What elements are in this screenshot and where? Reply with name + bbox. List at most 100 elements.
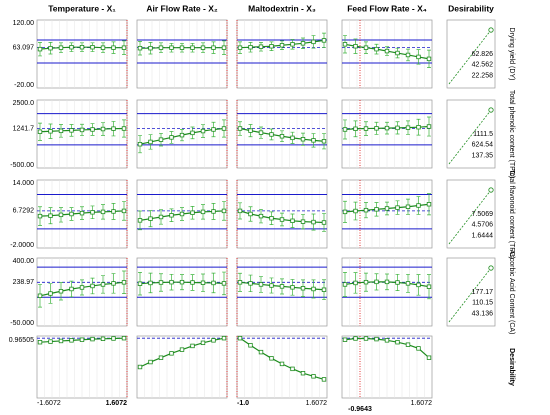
point-marker bbox=[148, 216, 153, 221]
point-marker bbox=[179, 279, 185, 285]
point-marker bbox=[269, 283, 274, 288]
y-tick-label: -500.00 bbox=[10, 162, 34, 169]
point-marker bbox=[121, 45, 127, 50]
point-marker bbox=[384, 338, 390, 343]
point-marker bbox=[321, 139, 327, 144]
point-marker bbox=[237, 335, 243, 341]
x-tick-label: -0.9643 bbox=[348, 406, 372, 413]
point-marker bbox=[426, 56, 432, 62]
point-marker bbox=[100, 336, 106, 341]
point-marker bbox=[290, 135, 295, 141]
point-marker bbox=[248, 211, 253, 217]
point-marker bbox=[37, 339, 43, 345]
point-marker bbox=[300, 219, 306, 224]
point-marker bbox=[158, 355, 164, 360]
point-marker bbox=[311, 39, 316, 45]
point-marker bbox=[353, 208, 358, 214]
desirability-marker bbox=[488, 107, 494, 113]
point-marker bbox=[148, 45, 153, 51]
point-marker bbox=[37, 213, 43, 219]
point-marker bbox=[48, 45, 53, 51]
point-marker bbox=[48, 213, 53, 218]
point-marker bbox=[69, 45, 74, 50]
point-marker bbox=[321, 287, 327, 292]
point-marker bbox=[374, 207, 379, 212]
point-marker bbox=[416, 54, 421, 60]
point-marker bbox=[69, 338, 74, 343]
point-marker bbox=[248, 281, 253, 286]
point-marker bbox=[426, 284, 432, 289]
point-marker bbox=[137, 281, 143, 286]
point-marker bbox=[158, 280, 164, 285]
point-marker bbox=[148, 359, 153, 365]
point-marker bbox=[374, 279, 379, 285]
point-marker bbox=[248, 45, 253, 50]
point-marker bbox=[111, 336, 116, 341]
point-marker bbox=[279, 134, 285, 139]
point-marker bbox=[342, 42, 348, 47]
point-marker bbox=[311, 286, 316, 292]
point-marker bbox=[221, 126, 227, 131]
point-marker bbox=[211, 45, 216, 50]
desirability-tick-label: 62.826 bbox=[472, 51, 494, 58]
point-marker bbox=[111, 126, 116, 131]
column-header: Maltodextrin - X₃ bbox=[248, 3, 316, 13]
point-marker bbox=[58, 289, 64, 294]
point-marker bbox=[90, 45, 95, 50]
point-marker bbox=[321, 377, 327, 382]
point-marker bbox=[395, 125, 400, 131]
column-header: Desirability bbox=[448, 3, 494, 13]
point-marker bbox=[374, 126, 379, 131]
point-marker bbox=[311, 138, 316, 143]
point-marker bbox=[221, 45, 227, 50]
point-marker bbox=[311, 374, 316, 379]
point-marker bbox=[248, 343, 253, 348]
point-marker bbox=[200, 209, 206, 215]
point-marker bbox=[200, 45, 206, 50]
point-marker bbox=[248, 128, 253, 133]
point-marker bbox=[121, 126, 127, 131]
point-marker bbox=[111, 209, 116, 214]
point-marker bbox=[258, 282, 264, 287]
point-marker bbox=[426, 124, 432, 129]
point-marker bbox=[211, 280, 216, 286]
point-marker bbox=[290, 42, 295, 47]
point-marker bbox=[69, 211, 74, 217]
x-tick-label: -1.0 bbox=[237, 400, 249, 407]
x-tick-label: 1.6072 bbox=[106, 400, 128, 407]
point-marker bbox=[190, 280, 195, 285]
point-marker bbox=[200, 128, 206, 134]
point-marker bbox=[190, 45, 195, 50]
point-marker bbox=[374, 336, 379, 342]
point-marker bbox=[363, 45, 369, 50]
point-marker bbox=[137, 141, 143, 147]
y-tick-label: 400.00 bbox=[13, 258, 35, 265]
point-marker bbox=[290, 366, 295, 372]
desirability-tick-label: 22.258 bbox=[472, 73, 494, 80]
column-header: Feed Flow Rate - X₄ bbox=[347, 3, 427, 13]
point-marker bbox=[100, 45, 106, 50]
point-marker bbox=[169, 213, 174, 218]
point-marker bbox=[311, 219, 316, 225]
point-marker bbox=[200, 340, 206, 346]
point-marker bbox=[395, 50, 400, 56]
x-tick-label: 1.6072 bbox=[306, 400, 328, 407]
y-tick-label: -50.000 bbox=[10, 320, 34, 327]
point-marker bbox=[211, 338, 216, 343]
point-marker bbox=[90, 283, 95, 289]
point-marker bbox=[416, 125, 421, 130]
point-marker bbox=[190, 210, 195, 215]
y-tick-label: -2.0000 bbox=[10, 242, 34, 249]
point-marker bbox=[79, 127, 85, 133]
point-marker bbox=[100, 282, 106, 287]
y-tick-label: 2500.0 bbox=[13, 100, 35, 107]
point-marker bbox=[179, 45, 185, 50]
point-marker bbox=[353, 336, 358, 341]
point-marker bbox=[374, 46, 379, 52]
desirability-function bbox=[448, 267, 492, 323]
point-marker bbox=[342, 337, 348, 342]
point-marker bbox=[179, 211, 185, 217]
x-tick-label: -1.6072 bbox=[37, 400, 61, 407]
point-marker bbox=[363, 279, 369, 285]
